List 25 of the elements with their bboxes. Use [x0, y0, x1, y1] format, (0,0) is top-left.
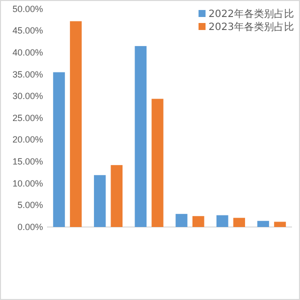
y-tick-label: 10.00% — [12, 178, 43, 188]
y-tick-label: 0.00% — [17, 222, 43, 232]
y-tick-label: 35.00% — [12, 69, 43, 80]
bar — [94, 175, 106, 227]
y-tick-label: 20.00% — [12, 134, 43, 145]
bar — [216, 215, 228, 227]
bar — [152, 98, 164, 227]
y-tick-label: 15.00% — [12, 156, 43, 166]
bar — [233, 218, 246, 227]
y-tick-label: 5.00% — [17, 200, 43, 210]
y-tick-label: 30.00% — [12, 91, 43, 102]
y-tick-label: 45.00% — [12, 26, 43, 36]
bar — [110, 165, 123, 227]
y-tick-label: 25.00% — [12, 112, 43, 123]
legend-label: 2023年各类别占比 — [208, 21, 294, 33]
bar — [274, 222, 286, 227]
bar — [257, 220, 270, 227]
bar — [70, 21, 82, 227]
bar — [176, 214, 188, 227]
y-tick-label: 40.00% — [12, 47, 43, 58]
legend-label: 2022年各类别占比 — [208, 8, 294, 20]
y-tick-label: 50.00% — [12, 4, 43, 14]
bar — [134, 46, 147, 227]
bar — [53, 72, 65, 227]
bar — [192, 216, 204, 227]
